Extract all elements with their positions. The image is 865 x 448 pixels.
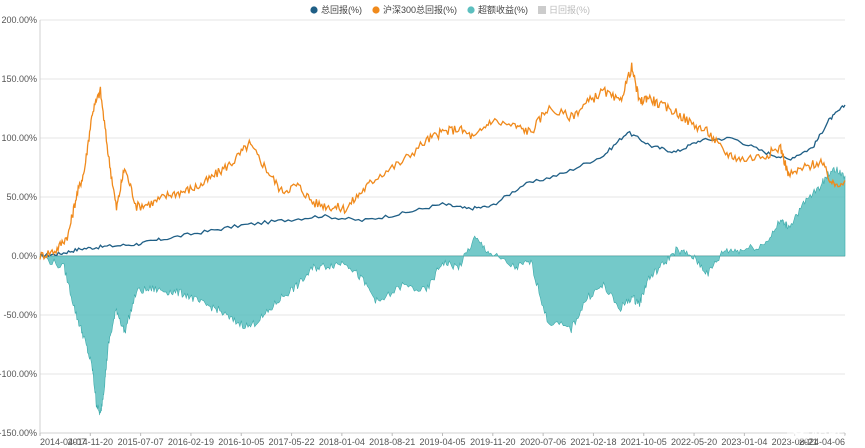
x-tick-label: 2014-04-07 <box>40 437 86 447</box>
x-tick-label: 2023-01-04 <box>721 437 767 447</box>
legend-label: 日回报(%) <box>549 4 590 15</box>
x-tick-label: 2020-07-06 <box>520 437 566 447</box>
x-tick-label: 2024-04-06 <box>799 437 845 447</box>
x-tick-label: 2019-11-20 <box>470 437 515 447</box>
watermark-logo-box <box>787 418 809 440</box>
legend-dot-marker <box>372 6 380 14</box>
watermark-logo-glyph: G <box>792 422 804 439</box>
x-tick-label: 2017-05-22 <box>269 437 315 447</box>
legend-item[interactable]: 总回报(%) <box>310 4 362 15</box>
x-tick-label: 2016-10-05 <box>218 437 264 447</box>
x-tick-label: 2021-10-05 <box>621 437 667 447</box>
legend-item[interactable]: 日回报(%) <box>538 4 590 15</box>
legend-label: 超额收益(%) <box>478 4 528 15</box>
watermark: G 格隆汇 <box>787 418 860 440</box>
y-tick-label: -50.00% <box>3 310 37 320</box>
y-tick-label: 0.00% <box>11 251 37 261</box>
y-axis: -150.00% -100.00% -50.00% 0.00% 50.00% 100.00… <box>0 15 41 438</box>
x-tick-label: 2022-05-20 <box>671 437 717 447</box>
series-excess-return-area <box>39 166 846 416</box>
series-lines-group <box>39 62 846 261</box>
x-tick-label: 2019-04-05 <box>419 437 465 447</box>
legend-square-marker <box>538 6 547 14</box>
watermark-text: 格隆汇 <box>812 421 860 440</box>
x-tick-label: 2016-02-19 <box>168 437 214 447</box>
legend-item[interactable]: 超额收益(%) <box>467 4 528 15</box>
series-area-group <box>39 166 846 416</box>
series-total-return-line <box>39 104 846 259</box>
legend[interactable]: 总回报(%) 沪深300总回报(%) 超额收益(%) 日回报(%) <box>310 4 590 15</box>
x-tick-label: 2015-07-07 <box>118 437 164 447</box>
y-tick-label: -150.00% <box>0 428 37 438</box>
grid-lines <box>40 19 845 434</box>
series-csi300-return-line <box>39 62 846 261</box>
y-tick-label: 150.00% <box>1 74 37 84</box>
x-tick-label: 2021-02-18 <box>570 437 616 447</box>
legend-dot-marker <box>310 6 318 14</box>
y-tick-label: 200.00% <box>1 15 37 25</box>
x-tick-label: 2018-08-21 <box>369 437 415 447</box>
legend-label: 沪深300总回报(%) <box>383 4 457 15</box>
x-tick-label: 2018-01-04 <box>319 437 365 447</box>
legend-label: 总回报(%) <box>321 4 362 15</box>
y-tick-label: 50.00% <box>6 192 37 202</box>
x-tick-label: 2014-11-20 <box>68 437 113 447</box>
legend-dot-marker <box>467 6 475 14</box>
x-tick-label: 2023-08-21 <box>772 437 818 447</box>
legend-item[interactable]: 沪深300总回报(%) <box>372 4 457 15</box>
y-tick-label: 100.00% <box>1 133 37 143</box>
y-tick-label: -100.00% <box>0 369 37 379</box>
